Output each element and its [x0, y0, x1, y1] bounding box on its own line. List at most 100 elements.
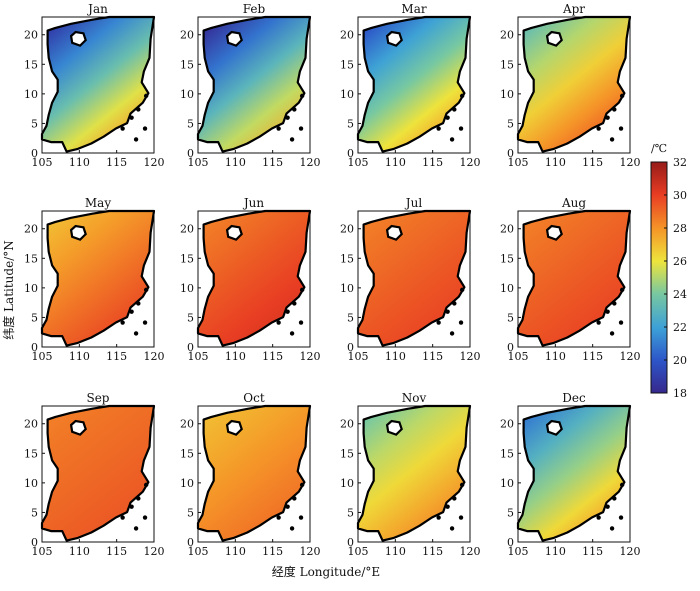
island-marker: [298, 126, 304, 131]
month-panel: Aug 105 110 115 120 0 5 10 15 20: [500, 196, 641, 363]
x-tick-label: 110: [225, 156, 246, 169]
y-tick-label: 10: [180, 477, 194, 490]
y-tick-label: 10: [340, 477, 354, 490]
month-panel: Nov 105 110 115 120 0 5 10 15 20: [340, 391, 481, 558]
y-tick-label: 0: [507, 536, 514, 549]
island-marker: [605, 504, 610, 509]
y-tick-label: 20: [180, 418, 194, 431]
hainan-island: [385, 419, 403, 436]
month-panel: Jun 105 110 115 120 0 5 10 15 20: [180, 196, 321, 363]
island-marker: [285, 504, 290, 509]
x-tick-label: 110: [545, 545, 566, 558]
y-tick-label: 20: [24, 29, 38, 42]
y-tick-label: 20: [340, 418, 354, 431]
month-title: Apr: [562, 2, 585, 16]
x-tick-label: 115: [262, 545, 283, 558]
y-tick-label: 10: [500, 477, 514, 490]
island-marker: [292, 107, 297, 112]
y-tick-label: 15: [24, 252, 38, 265]
island-marker: [618, 126, 624, 131]
month-title: Jan: [86, 2, 108, 16]
y-tick-label: 0: [187, 147, 194, 160]
island-marker: [449, 331, 455, 336]
hainan-island: [69, 224, 87, 241]
island-marker: [459, 287, 465, 293]
island-marker: [619, 482, 625, 488]
y-tick-label: 20: [500, 223, 514, 236]
sea-surface-temperature-field: [516, 15, 632, 153]
island-marker: [612, 301, 617, 306]
sea-surface-temperature-field: [516, 209, 632, 347]
colorbar-tick-label: 18: [673, 387, 687, 400]
island-marker: [285, 115, 290, 120]
hainan-island: [225, 30, 243, 47]
hainan-island: [545, 30, 563, 47]
month-panel: Jan 105 110 115 120 0 5 10 15 20: [24, 2, 165, 169]
island-marker: [596, 515, 601, 520]
colorbar-tick-label: 22: [673, 321, 687, 334]
x-tick-label: 110: [545, 350, 566, 363]
island-marker: [452, 496, 457, 501]
hainan-island: [225, 224, 243, 241]
hainan-island: [385, 224, 403, 241]
island-marker: [133, 526, 139, 531]
island-marker: [596, 320, 601, 325]
x-tick-label: 120: [620, 545, 641, 558]
y-tick-label: 0: [31, 147, 38, 160]
island-marker: [129, 115, 134, 120]
x-tick-label: 115: [262, 350, 283, 363]
month-title: Jun: [242, 196, 265, 210]
x-tick-label: 110: [69, 350, 90, 363]
island-marker: [609, 331, 615, 336]
sea-surface-temperature-field: [356, 209, 472, 347]
y-tick-label: 15: [180, 58, 194, 71]
y-tick-label: 5: [31, 117, 38, 130]
island-marker: [596, 126, 601, 131]
y-tick-label: 10: [24, 88, 38, 101]
colorbar-unit: /℃: [651, 142, 667, 155]
colorbar-tick-label: 26: [673, 255, 687, 268]
month-title: May: [85, 196, 111, 210]
island-marker: [609, 137, 615, 142]
y-tick-label: 0: [31, 536, 38, 549]
y-tick-label: 0: [187, 536, 194, 549]
island-marker: [436, 126, 441, 131]
island-marker: [445, 115, 450, 120]
island-marker: [459, 482, 465, 488]
y-tick-label: 15: [340, 252, 354, 265]
sea-surface-temperature-field: [516, 404, 632, 542]
x-tick-label: 105: [348, 350, 369, 363]
island-marker: [285, 309, 290, 314]
island-marker: [605, 309, 610, 314]
month-panel: Apr 105 110 115 120 0 5 10 15 20: [500, 2, 641, 169]
x-tick-label: 120: [144, 350, 165, 363]
y-tick-label: 0: [347, 341, 354, 354]
month-title: Mar: [401, 2, 426, 16]
island-marker: [289, 137, 295, 142]
island-marker: [136, 496, 141, 501]
y-tick-label: 5: [187, 311, 194, 324]
y-tick-label: 0: [347, 536, 354, 549]
colorbar-tick-label: 24: [673, 288, 687, 301]
x-tick-label: 115: [106, 545, 127, 558]
y-tick-label: 15: [500, 252, 514, 265]
island-marker: [445, 504, 450, 509]
island-marker: [298, 515, 304, 520]
y-tick-label: 0: [347, 147, 354, 160]
island-marker: [143, 482, 149, 488]
y-tick-label: 20: [180, 29, 194, 42]
x-tick-label: 120: [460, 545, 481, 558]
island-marker: [458, 515, 464, 520]
x-tick-label: 120: [144, 545, 165, 558]
y-tick-label: 20: [340, 29, 354, 42]
x-tick-label: 105: [188, 545, 209, 558]
month-title: Feb: [243, 2, 266, 16]
y-tick-label: 15: [24, 447, 38, 460]
island-marker: [133, 331, 139, 336]
x-tick-label: 115: [582, 545, 603, 558]
y-tick-label: 5: [31, 311, 38, 324]
island-marker: [612, 496, 617, 501]
island-marker: [289, 526, 295, 531]
